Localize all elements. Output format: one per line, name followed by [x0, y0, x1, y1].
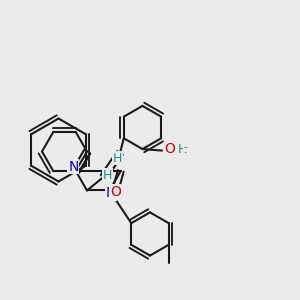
- Text: N: N: [106, 187, 116, 200]
- Text: H: H: [113, 152, 122, 165]
- Text: H: H: [178, 143, 187, 156]
- Text: -: -: [183, 142, 187, 152]
- Text: H: H: [103, 169, 112, 182]
- Text: N: N: [68, 160, 79, 174]
- Text: O: O: [164, 142, 175, 156]
- Text: O: O: [110, 185, 121, 199]
